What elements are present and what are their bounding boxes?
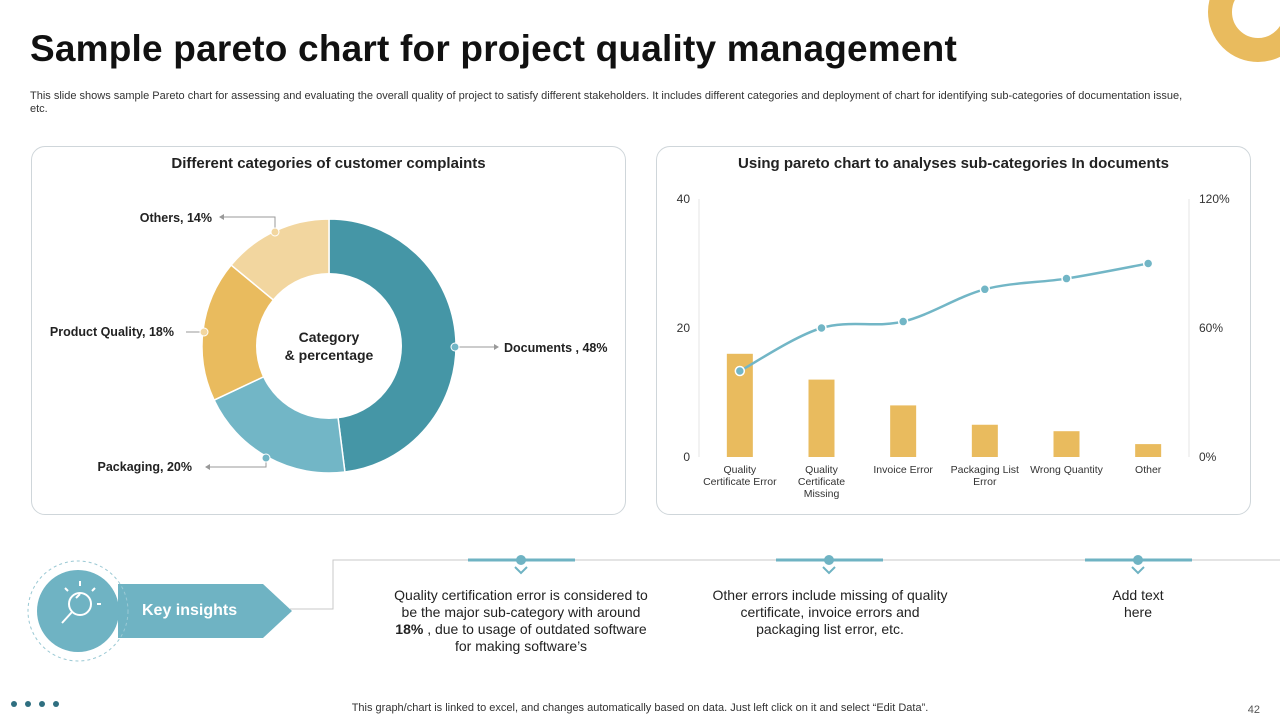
page-subtitle: This slide shows sample Pareto chart for… — [30, 90, 1183, 115]
slice-label-documents: Documents , 48% — [504, 341, 608, 355]
insight-1-bold: 18% — [395, 621, 424, 637]
pareto-chart[interactable]: 0 20 40 0% 60% 120% Quality Certificate Error Q… — [657, 147, 1250, 514]
left-axis-tick: 20 — [677, 321, 691, 335]
x-axis-label: Invoice Error — [873, 464, 933, 476]
pagination-dots — [11, 701, 59, 707]
callout-product-quality: Product Quality, 18% — [50, 325, 209, 339]
x-axis-label: Other — [1135, 464, 1162, 476]
footer-note: This graph/chart is linked to excel, and… — [351, 702, 929, 714]
donut-chart-title: Different categories of customer complai… — [171, 155, 486, 172]
donut-center-label-line1: Category — [299, 329, 360, 345]
key-insights-label: Key insights — [142, 602, 238, 619]
callout-documents: Documents , 48% — [450, 341, 608, 355]
insight-2-text: Other errors include missing of quality … — [712, 587, 948, 637]
right-axis-tick: 120% — [1199, 192, 1230, 206]
page-number: 42 — [1247, 704, 1260, 716]
insight-text-3: Add text here — [1098, 587, 1178, 621]
badge-dashed-ring — [27, 560, 129, 662]
key-insights-banner — [118, 584, 292, 638]
pareto-bar[interactable] — [1053, 431, 1080, 457]
insight-1-post: , due to usage of outdated software for … — [423, 621, 647, 654]
x-axis-label: Packaging List Error — [951, 464, 1019, 488]
slice-label-others: Others, 14% — [140, 211, 212, 225]
x-axis-label: Quality Certificate Missing — [798, 464, 845, 500]
donut-center-label-line2: & percentage — [285, 347, 374, 363]
pareto-bar[interactable] — [1135, 444, 1162, 457]
cumulative-point[interactable] — [979, 284, 991, 295]
donut-hole — [256, 273, 402, 419]
insight-marker-1 — [468, 555, 575, 575]
x-axis-label: Wrong Quantity — [1030, 464, 1104, 476]
corner-ring-decoration — [1208, 0, 1280, 62]
badge-circle — [37, 570, 119, 652]
callout-others: Others, 14% — [140, 211, 280, 237]
right-axis-tick: 0% — [1199, 450, 1217, 464]
lightbulb-search-icon — [61, 581, 101, 624]
page-title: Sample pareto chart for project quality … — [30, 28, 957, 69]
pareto-bar[interactable] — [890, 405, 917, 457]
cumulative-line — [739, 262, 1149, 373]
slice-label-product-quality: Product Quality, 18% — [50, 325, 174, 339]
x-axis-label: Quality Certificate Error — [703, 464, 777, 488]
right-axis-tick: 60% — [1199, 321, 1223, 335]
cumulative-point[interactable] — [1061, 273, 1072, 284]
left-axis-tick: 0 — [683, 450, 690, 464]
donut-chart-panel[interactable]: Different categories of customer complai… — [31, 146, 626, 515]
insight-1-pre: Quality certification error is considere… — [394, 587, 648, 620]
slice-label-packaging: Packaging, 20% — [98, 460, 193, 474]
donut-chart[interactable]: Category & percentage Documents , 48% Pa… — [32, 147, 625, 514]
cumulative-point[interactable] — [1142, 258, 1154, 269]
key-insights-graphic — [27, 555, 1280, 662]
insight-3-text: Add text here — [1112, 587, 1164, 620]
corner-ring — [1208, 0, 1280, 62]
insight-text-1: Quality certification error is considere… — [388, 587, 654, 655]
pareto-bar[interactable] — [971, 424, 998, 457]
pareto-chart-panel[interactable]: Using pareto chart to analyses sub-categ… — [656, 146, 1251, 515]
pareto-bar[interactable] — [808, 379, 835, 457]
insight-text-2: Other errors include missing of quality … — [710, 587, 950, 638]
insight-marker-3 — [1085, 555, 1192, 575]
left-axis-tick: 40 — [677, 192, 691, 206]
cumulative-point[interactable] — [734, 365, 746, 377]
cumulative-point[interactable] — [897, 316, 909, 327]
pareto-chart-title: Using pareto chart to analyses sub-categ… — [738, 155, 1169, 172]
cumulative-point[interactable] — [816, 322, 827, 334]
insight-marker-2 — [776, 555, 883, 575]
callout-packaging: Packaging, 20% — [98, 453, 271, 474]
